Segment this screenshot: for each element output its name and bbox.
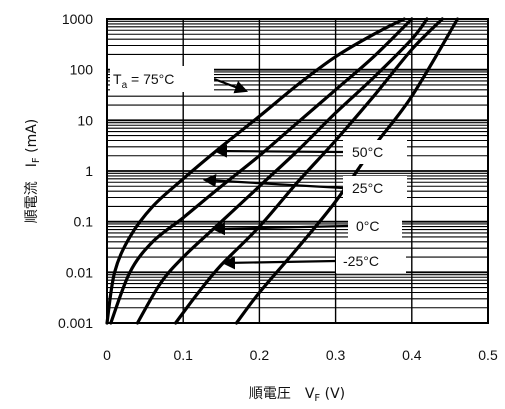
x-tick-label: 0.2	[250, 347, 270, 363]
x-tick-label: 0.3	[326, 347, 346, 363]
x-axis-label: 順電圧 VF (V)	[249, 386, 345, 404]
x-tick-label: 0.4	[402, 347, 422, 363]
label-arrow-0c	[211, 222, 349, 236]
y-tick-label: 100	[70, 62, 94, 78]
x-tick-label: 0.1	[173, 347, 193, 363]
series-line-50c	[109, 17, 414, 325]
label-box-t75c	[110, 66, 214, 92]
label-arrow-50c	[213, 144, 344, 158]
label-box--25c	[336, 249, 406, 273]
x-tick-label: 0	[103, 347, 111, 363]
series-label--25c: -25°C	[343, 253, 379, 269]
label-arrow-25c	[202, 174, 344, 190]
label-box-50c	[343, 140, 407, 164]
y-tick-label: 1000	[62, 11, 93, 27]
y-tick-label: 0.01	[66, 264, 93, 280]
series-line--25c	[234, 17, 460, 325]
y-tick-label: 1	[85, 163, 93, 179]
label-arrow--25c	[221, 256, 337, 270]
label-box-0c	[348, 214, 402, 238]
series-line-0c	[174, 17, 444, 325]
x-tick-labels: 0 0.1 0.2 0.3 0.4 0.5	[103, 347, 498, 363]
y-tick-label: 10	[77, 112, 93, 128]
y-tick-label: 0.001	[58, 315, 93, 331]
series-labels: Ta = 75°C 50°C 25°C 0°C -25°C	[110, 66, 407, 273]
y-tick-label: 0.1	[74, 214, 94, 230]
y-axis-label: 順電流 IF (mA)	[24, 119, 42, 224]
label-arrow-t75c	[213, 77, 249, 94]
series-label-50c: 50°C	[352, 144, 383, 160]
plot-frame	[106, 18, 489, 324]
label-pointers	[202, 77, 349, 270]
series-label-25c: 25°C	[352, 180, 383, 196]
y-tick-labels: 0.001 0.01 0.1 1 10 100 1000	[58, 11, 93, 331]
label-box-25c	[343, 176, 407, 200]
series-label-t75c: Ta = 75°C	[113, 71, 174, 91]
x-tick-label: 0.5	[478, 347, 498, 363]
series-line-25c	[135, 17, 429, 325]
series-label-0c: 0°C	[356, 218, 380, 234]
